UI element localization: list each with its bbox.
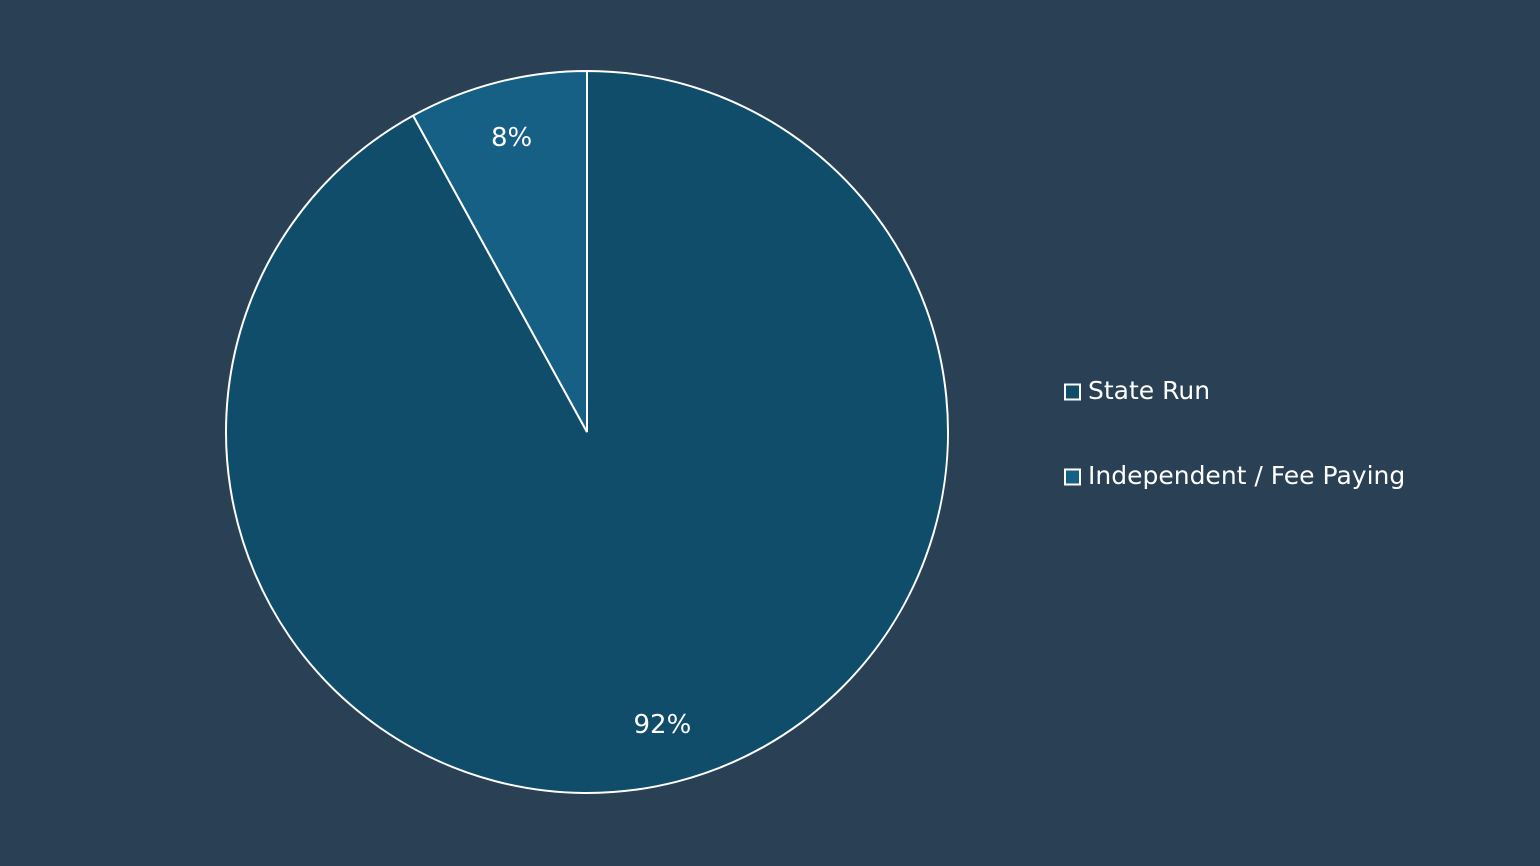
data-label: 8% (491, 123, 532, 153)
legend-label: State Run (1088, 376, 1210, 405)
legend-label: Independent / Fee Paying (1088, 461, 1405, 490)
pie-slice (411, 69, 588, 433)
data-label: 92% (634, 710, 692, 740)
legend-swatch (1064, 383, 1081, 401)
legend-swatch (1064, 468, 1081, 486)
